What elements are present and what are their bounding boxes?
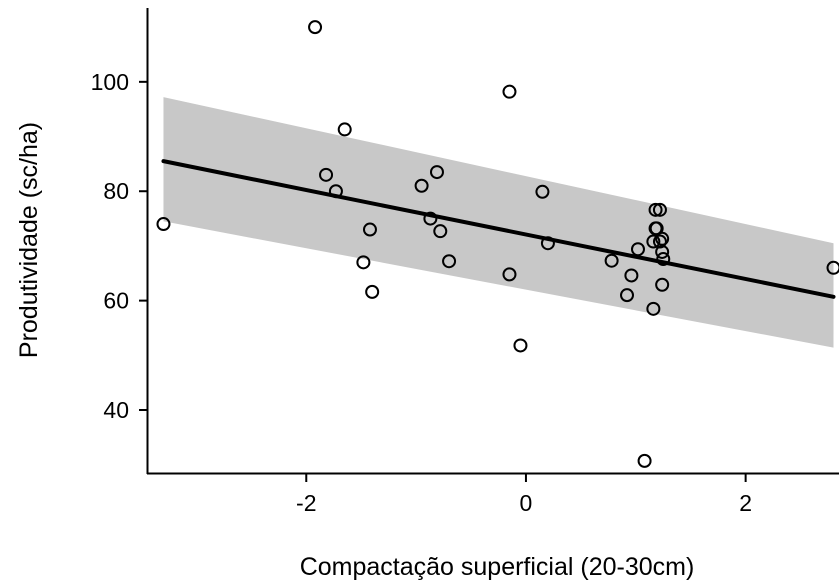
- data-point: [620, 288, 635, 303]
- data-point: [826, 260, 839, 275]
- x-tick-label: 2: [739, 490, 752, 516]
- y-axis-ticks: 40 60 80 100: [91, 69, 147, 423]
- data-point: [442, 254, 457, 269]
- data-point: [624, 268, 639, 283]
- data-point: [637, 453, 652, 468]
- data-point: [535, 184, 550, 199]
- data-point: [656, 252, 671, 267]
- data-points: [156, 20, 839, 468]
- data-point: [655, 277, 670, 292]
- regression-line: [161, 159, 836, 299]
- y-tick-label: 40: [103, 397, 129, 423]
- data-point: [356, 255, 371, 270]
- data-point: [540, 236, 555, 251]
- data-point: [630, 242, 645, 257]
- data-point: [337, 122, 352, 137]
- y-tick-label: 80: [103, 178, 129, 204]
- x-axis-ticks: -2 0 2: [296, 474, 752, 516]
- data-point: [502, 84, 517, 99]
- y-axis-title: Produtividade (sc/ha): [15, 122, 43, 358]
- data-point: [328, 184, 343, 199]
- data-point: [655, 231, 670, 246]
- data-point: [362, 222, 377, 237]
- y-tick-label: 100: [91, 69, 129, 95]
- data-point: [308, 20, 323, 35]
- data-point: [156, 217, 171, 232]
- data-point: [502, 267, 517, 282]
- data-point: [646, 234, 661, 249]
- x-axis-title: Compactação superficial (20-30cm): [300, 553, 695, 581]
- data-point: [423, 211, 438, 226]
- data-point: [513, 338, 528, 353]
- y-tick-label: 60: [103, 288, 129, 314]
- data-point: [648, 202, 663, 217]
- x-tick-label: 0: [520, 490, 533, 516]
- data-point: [433, 224, 448, 239]
- data-point: [655, 244, 670, 259]
- data-point: [414, 178, 429, 193]
- data-point: [646, 301, 661, 316]
- data-point: [319, 167, 334, 182]
- confidence-band: [163, 97, 834, 348]
- data-point: [365, 284, 380, 299]
- data-point: [652, 234, 667, 249]
- data-point: [429, 165, 444, 180]
- data-point: [652, 202, 667, 217]
- x-tick-label: -2: [296, 490, 316, 516]
- data-point: [604, 253, 619, 268]
- data-point: [649, 221, 664, 236]
